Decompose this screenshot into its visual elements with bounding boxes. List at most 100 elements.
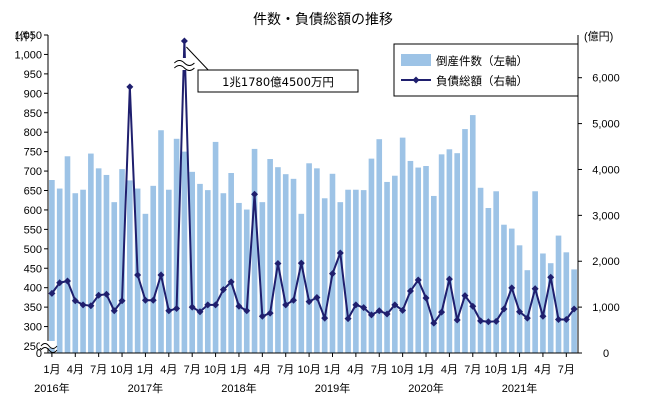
bar [88, 153, 94, 353]
debt-marker [414, 276, 422, 284]
bar [236, 202, 242, 353]
bar [532, 191, 538, 353]
x-tick-label-month: 4月 [254, 364, 271, 376]
left-tick-label: 250 [24, 341, 42, 353]
bar [127, 180, 133, 353]
left-tick-label: 300 [24, 322, 42, 334]
debt-marker [406, 287, 414, 295]
x-tick-label-month: 7月 [371, 364, 388, 376]
legend: 倒産件数（左軸） 負債総額（右軸） [393, 43, 579, 97]
debt-marker [204, 301, 212, 309]
debt-marker [118, 297, 126, 305]
debt-marker [344, 315, 352, 323]
chart-title: 件数・負債総額の推移 [253, 12, 393, 28]
bar [56, 188, 63, 353]
debt-marker [360, 304, 368, 312]
debt-marker [391, 301, 399, 309]
x-tick-label-year: 2018年 [221, 381, 256, 395]
bar [111, 202, 118, 353]
x-tick-label-month: 4月 [160, 364, 177, 376]
legend-label-debt: 負債総額（右軸） [436, 74, 528, 88]
debt-marker [492, 317, 500, 325]
debt-marker [555, 316, 563, 324]
bar [64, 156, 71, 353]
debt-marker [321, 314, 329, 322]
x-tick-label-month: 10月 [485, 364, 508, 376]
left-tick-label: 350 [24, 302, 42, 314]
debt-marker [516, 308, 524, 316]
debt-marker [243, 307, 251, 315]
debt-marker [274, 260, 282, 268]
left-tick-label: 800 [24, 127, 42, 139]
bar [228, 173, 234, 353]
bar [329, 173, 336, 353]
bar [189, 171, 195, 353]
right-tick-label: 4,000 [592, 164, 620, 176]
debt-marker [212, 301, 220, 309]
x-tick-label-month: 1月 [324, 364, 341, 376]
x-tick-label-month: 10月 [204, 364, 227, 376]
bar [103, 174, 110, 353]
left-tick-label: 400 [24, 283, 42, 295]
bar [415, 167, 422, 353]
debt-marker [367, 311, 375, 319]
bar [251, 148, 258, 353]
debt-marker [126, 83, 134, 91]
bar [282, 174, 289, 353]
x-tick-label-year: 2020年 [408, 381, 443, 395]
bar [384, 181, 390, 353]
left-tick-label: 0 [36, 348, 42, 360]
bar [399, 137, 406, 353]
x-tick-label-month: 7月 [464, 364, 481, 376]
bar [392, 175, 398, 353]
debt-marker [165, 307, 173, 315]
debt-marker [570, 305, 578, 313]
right-tick-label: 2,000 [592, 256, 620, 268]
debt-marker [297, 259, 305, 267]
debt-marker [469, 302, 477, 310]
debt-marker [235, 302, 243, 310]
debt-marker [508, 284, 516, 292]
debt-marker [383, 310, 391, 318]
bar [454, 153, 460, 353]
left-tick-label: 1,050 [14, 30, 42, 42]
bar [321, 198, 328, 353]
left-tick-label: 750 [24, 147, 42, 159]
x-tick-label-year: 2021年 [502, 381, 537, 395]
debt-marker [141, 296, 149, 304]
debt-marker [282, 301, 290, 309]
line-break-mark [174, 60, 195, 66]
bar [290, 178, 297, 353]
debt-marker [547, 273, 555, 281]
x-tick-label-month: 7月 [90, 364, 107, 376]
right-axis-unit-label: (億円) [584, 30, 613, 43]
x-tick-label-month: 4月 [534, 364, 551, 376]
debt-marker [173, 304, 181, 312]
debt-marker [110, 307, 118, 315]
debt-marker [188, 303, 196, 311]
right-tick-label: 3,000 [592, 210, 620, 222]
debt-marker [290, 296, 298, 304]
bar [243, 209, 250, 353]
x-tick-label-month: 7月 [277, 364, 294, 376]
left-tick-label: 550 [24, 224, 42, 236]
debt-marker [48, 289, 56, 297]
debt-marker [484, 318, 492, 326]
bar [267, 159, 273, 353]
debt-marker [500, 305, 508, 313]
bar [423, 166, 429, 353]
bar [540, 253, 546, 353]
bar [431, 195, 437, 353]
left-tick-label: 700 [24, 166, 42, 178]
debt-marker [375, 307, 383, 315]
debt-marker [79, 301, 87, 309]
debt-marker [422, 294, 430, 302]
left-tick-label: 850 [24, 108, 42, 120]
axis-break-mark [40, 343, 58, 349]
debt-marker [352, 301, 360, 309]
bar [158, 130, 164, 353]
debt-marker [430, 319, 438, 327]
x-tick-label-year: 2017年 [128, 381, 163, 395]
debt-marker [313, 293, 321, 301]
